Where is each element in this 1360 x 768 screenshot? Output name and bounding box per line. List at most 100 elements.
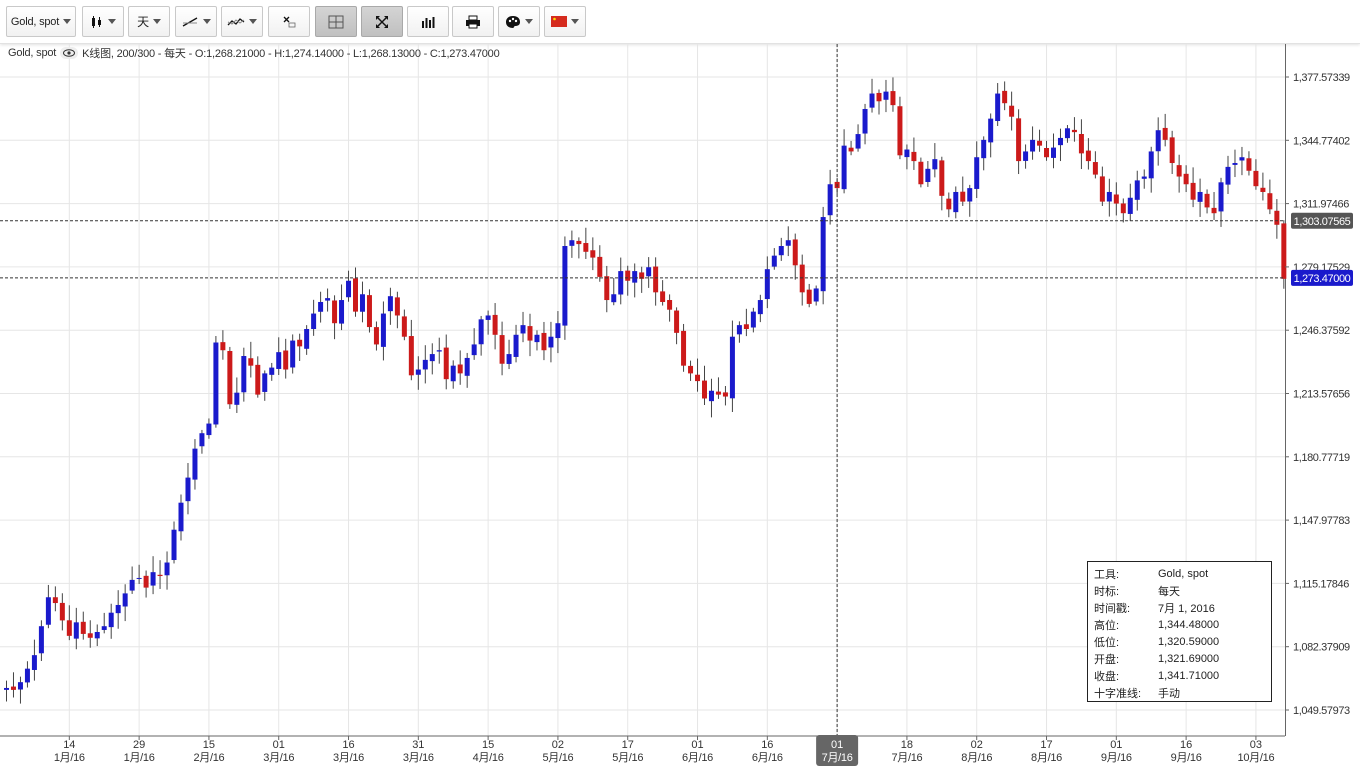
candle-body-down bbox=[248, 358, 254, 366]
instrument-label: Gold, spot bbox=[10, 15, 60, 28]
print-button[interactable] bbox=[452, 6, 494, 37]
candle-body-down bbox=[332, 300, 338, 324]
candle bbox=[171, 521, 177, 564]
instrument-selector[interactable]: Gold, spot bbox=[6, 6, 76, 37]
candle-body-down bbox=[366, 295, 372, 328]
expand-icon bbox=[376, 15, 388, 28]
chevron-down-icon bbox=[152, 19, 161, 24]
candle bbox=[1106, 178, 1112, 217]
grid-toggle-button[interactable] bbox=[315, 6, 357, 37]
chevron-down-icon bbox=[108, 19, 116, 24]
candle bbox=[471, 328, 477, 360]
dw-value: 手动 bbox=[1158, 687, 1180, 700]
candle-body-down bbox=[1044, 147, 1050, 158]
dw-row-low: 低位: 1,320.59000 bbox=[1094, 633, 1265, 650]
candle bbox=[1127, 183, 1133, 221]
eye-icon[interactable] bbox=[60, 47, 79, 59]
x-tick-day: 16 bbox=[342, 739, 354, 751]
y-axis-ticks: 1,377.573391,344.774021,311.974661,279.1… bbox=[1285, 72, 1350, 717]
candle bbox=[569, 230, 575, 258]
candle bbox=[241, 347, 247, 402]
reference-lines bbox=[0, 44, 1285, 736]
chevron-down-icon bbox=[203, 19, 211, 24]
crosshair-day: 01 bbox=[831, 739, 843, 751]
candle-body-up bbox=[1148, 151, 1154, 179]
candle bbox=[1037, 129, 1043, 152]
candle-body-down bbox=[576, 240, 582, 245]
candle bbox=[353, 267, 358, 317]
candle-body-up bbox=[73, 622, 79, 639]
period-selector[interactable]: 天 bbox=[128, 6, 170, 37]
candle bbox=[1197, 178, 1203, 217]
candle bbox=[674, 307, 680, 345]
candle-body-up bbox=[1225, 166, 1231, 185]
candle-body-down bbox=[80, 621, 86, 634]
candle bbox=[1239, 146, 1245, 176]
candle-body-up bbox=[269, 367, 275, 375]
language-button[interactable] bbox=[544, 6, 586, 37]
remove-all-button[interactable] bbox=[268, 6, 310, 37]
candle bbox=[262, 370, 268, 401]
volume-button[interactable] bbox=[407, 6, 449, 37]
fullscreen-button[interactable] bbox=[361, 6, 403, 37]
candle-body-up bbox=[988, 118, 994, 143]
candle-body-down bbox=[695, 374, 701, 382]
candle bbox=[541, 321, 547, 361]
price-chart[interactable]: 1,377.573391,344.774021,311.974661,279.1… bbox=[0, 44, 1360, 768]
candle bbox=[122, 584, 128, 622]
candle-body-down bbox=[848, 147, 854, 152]
x-tick-month: 7月/16 bbox=[891, 752, 922, 764]
candle bbox=[1030, 126, 1036, 160]
candle bbox=[485, 310, 491, 335]
theme-button[interactable] bbox=[498, 6, 540, 37]
x-tick-day: 02 bbox=[971, 739, 983, 751]
candle bbox=[185, 463, 191, 515]
indicators-button[interactable] bbox=[221, 6, 263, 37]
candle bbox=[792, 233, 798, 280]
candle-body-up bbox=[632, 271, 638, 283]
candle-body-up bbox=[485, 315, 491, 320]
x-tick-day: 18 bbox=[901, 739, 913, 751]
candle-body-down bbox=[353, 278, 358, 312]
candle bbox=[178, 494, 184, 541]
candle-body-down bbox=[1092, 162, 1098, 175]
candle bbox=[1176, 154, 1182, 193]
x-tick-month: 9月/16 bbox=[1101, 752, 1132, 764]
candle bbox=[94, 624, 100, 647]
candle-body-up bbox=[778, 246, 784, 256]
candle-body-up bbox=[513, 334, 519, 357]
candle-body-down bbox=[401, 316, 407, 337]
candle bbox=[1274, 199, 1280, 239]
candle bbox=[66, 605, 72, 641]
dw-key: 工具: bbox=[1094, 568, 1120, 581]
candle-body-up bbox=[1030, 139, 1036, 152]
candle bbox=[1246, 151, 1252, 176]
candle-body-down bbox=[702, 380, 707, 399]
y-tick-label: 1,180.77719 bbox=[1293, 452, 1350, 464]
candle bbox=[883, 79, 889, 113]
last-price-label: 1,273.47000 bbox=[1294, 273, 1351, 285]
candle bbox=[1002, 81, 1008, 111]
trendline-icon bbox=[182, 16, 198, 27]
data-window: 工具: Gold, spot 时标: 每天 时间戳: 7月 1, 2016 高位: 1,… bbox=[1087, 561, 1272, 702]
bar-chart-icon bbox=[422, 16, 435, 28]
candle-body-up bbox=[1106, 191, 1112, 202]
candle bbox=[729, 320, 735, 413]
candle-body-down bbox=[799, 264, 805, 293]
candle bbox=[157, 560, 163, 589]
candle-body-down bbox=[1085, 150, 1091, 162]
drawing-tools-button[interactable] bbox=[175, 6, 217, 37]
candle bbox=[73, 607, 79, 650]
candle-body-up bbox=[31, 655, 37, 670]
candle-body-down bbox=[597, 256, 603, 277]
candle bbox=[506, 339, 512, 370]
dw-value: 1,321.69000 bbox=[1158, 652, 1220, 665]
candle bbox=[618, 257, 624, 305]
chart-type-button[interactable] bbox=[82, 6, 124, 37]
x-tick-day: 01 bbox=[273, 739, 285, 751]
y-tick-label: 1,115.17846 bbox=[1293, 578, 1349, 590]
candle-body-down bbox=[806, 289, 812, 304]
candle bbox=[1044, 140, 1050, 161]
candle-body-down bbox=[897, 106, 903, 156]
candle-body-up bbox=[555, 323, 561, 339]
